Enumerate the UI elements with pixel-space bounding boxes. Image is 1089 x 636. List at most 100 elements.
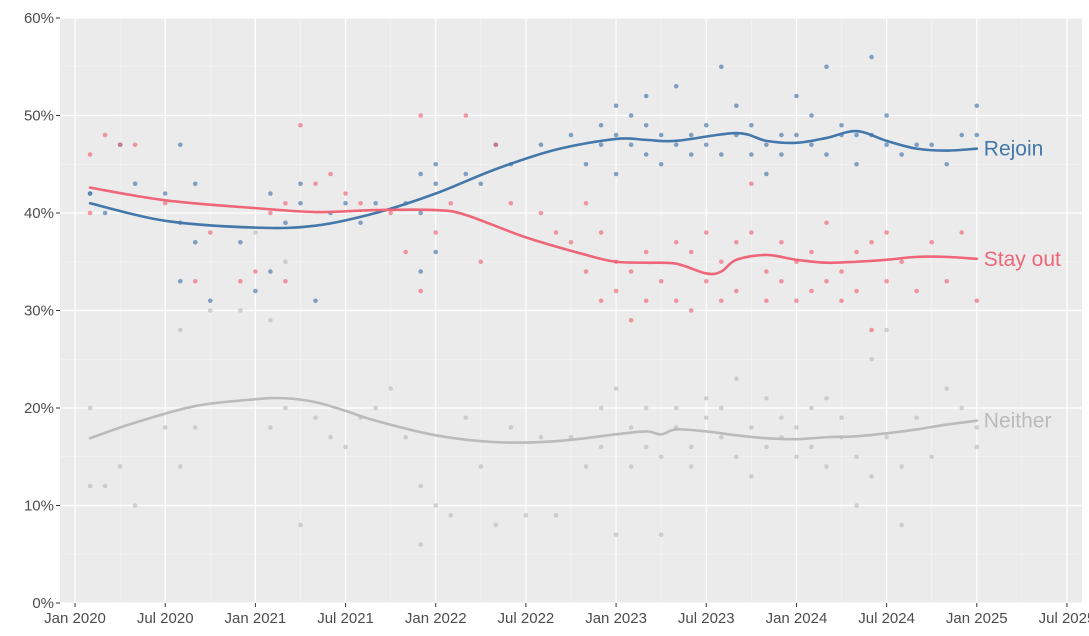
- poll-point: [463, 415, 469, 421]
- poll-point: [809, 444, 814, 450]
- poll-point: [583, 464, 589, 469]
- poll-point: [764, 269, 769, 274]
- poll-point: [718, 259, 724, 265]
- poll-point: [313, 298, 318, 304]
- y-tick-label: 10%: [24, 498, 54, 515]
- poll-point: [448, 512, 454, 518]
- y-axis: 0% 10% 20% 30% 40% 50% 60%: [24, 10, 60, 612]
- poll-point: [839, 298, 844, 304]
- poll-point: [749, 425, 754, 430]
- poll-point: [238, 239, 243, 245]
- poll-point: [433, 230, 439, 235]
- x-tick-label: Jan 2020: [44, 610, 106, 627]
- y-tick-label: 60%: [24, 10, 54, 27]
- poll-point: [779, 132, 784, 138]
- poll-point: [207, 298, 213, 304]
- poll-point: [718, 152, 724, 157]
- poll-point: [884, 278, 889, 284]
- poll-point: [673, 298, 679, 304]
- poll-point: [703, 142, 709, 148]
- poll-point: [944, 278, 950, 284]
- poll-point: [313, 415, 318, 421]
- x-tick-label: Jan 2022: [405, 610, 467, 627]
- poll-point: [132, 503, 138, 508]
- poll-point: [553, 512, 559, 518]
- x-tick-label: Jul 2024: [858, 610, 915, 627]
- y-tick-label: 0%: [32, 595, 54, 612]
- poll-point: [673, 239, 679, 245]
- x-axis: Jan 2020 Jul 2020 Jan 2021 Jul 2021 Jan 2022…: [44, 603, 1089, 627]
- poll-point: [884, 327, 889, 333]
- trend-line-rejoin: [88, 129, 979, 230]
- poll-point: [884, 230, 889, 235]
- poll-point: [478, 181, 484, 187]
- poll-point: [809, 142, 814, 148]
- poll-point: [899, 259, 904, 265]
- poll-point: [373, 200, 378, 206]
- series-label-stay-out: Stay out: [984, 248, 1061, 271]
- poll-point: [538, 434, 544, 440]
- poll-point: [298, 122, 303, 128]
- poll-point: [764, 142, 769, 148]
- y-tick-label: 40%: [24, 205, 54, 222]
- poll-point: [598, 142, 604, 148]
- x-tick-label: Jan 2021: [225, 610, 287, 627]
- y-tick-label: 50%: [24, 108, 54, 125]
- poll-point: [718, 434, 724, 440]
- poll-point: [688, 132, 694, 138]
- poll-point: [779, 152, 784, 157]
- poll-point: [162, 191, 168, 196]
- poll-point: [253, 269, 258, 274]
- poll-point: [959, 230, 965, 235]
- poll-point: [613, 132, 619, 138]
- poll-point: [658, 454, 664, 460]
- poll-point: [343, 191, 348, 196]
- poll-point: [268, 210, 273, 216]
- poll-point: [132, 142, 138, 148]
- poll-point: [749, 122, 754, 128]
- poll-point: [658, 161, 664, 167]
- poll-point: [643, 298, 649, 304]
- x-tick-label: Jul 2020: [137, 610, 194, 627]
- poll-point: [794, 298, 799, 304]
- poll-point: [688, 464, 694, 469]
- series-labels: Rejoin Stay out Neither: [984, 138, 1061, 433]
- poll-point: [358, 200, 363, 206]
- poll-point: [583, 269, 589, 274]
- poll-point: [433, 249, 439, 255]
- poll-point: [869, 473, 874, 479]
- poll-point: [628, 464, 634, 469]
- poll-point: [929, 454, 935, 460]
- poll-point: [177, 464, 183, 469]
- x-tick-label: Jul 2025: [1039, 610, 1089, 627]
- poll-point: [779, 415, 784, 421]
- poll-point: [192, 278, 198, 284]
- poll-point: [162, 200, 168, 206]
- poll-point: [538, 142, 544, 148]
- poll-point: [824, 395, 829, 401]
- poll-point: [673, 83, 679, 89]
- poll-point: [238, 278, 243, 284]
- poll-point: [117, 464, 123, 469]
- poll-point: [403, 249, 408, 255]
- poll-point: [824, 278, 829, 284]
- poll-point: [508, 425, 514, 430]
- poll-point: [884, 434, 889, 440]
- poll-point: [703, 415, 709, 421]
- poll-point: [869, 327, 874, 333]
- poll-point: [974, 132, 980, 138]
- poll-point: [253, 230, 258, 235]
- poll-point: [628, 113, 634, 118]
- poll-point: [102, 132, 108, 138]
- poll-point: [598, 444, 604, 450]
- poll-point: [298, 200, 303, 206]
- trend-line-stay-out: [88, 186, 979, 276]
- poll-point: [779, 278, 784, 284]
- poll-point: [734, 103, 739, 109]
- poll-point: [899, 464, 904, 469]
- poll-point: [433, 181, 439, 187]
- poll-point: [854, 503, 859, 508]
- poll-point: [418, 288, 424, 294]
- poll-point: [508, 200, 514, 206]
- poll-point: [839, 269, 844, 274]
